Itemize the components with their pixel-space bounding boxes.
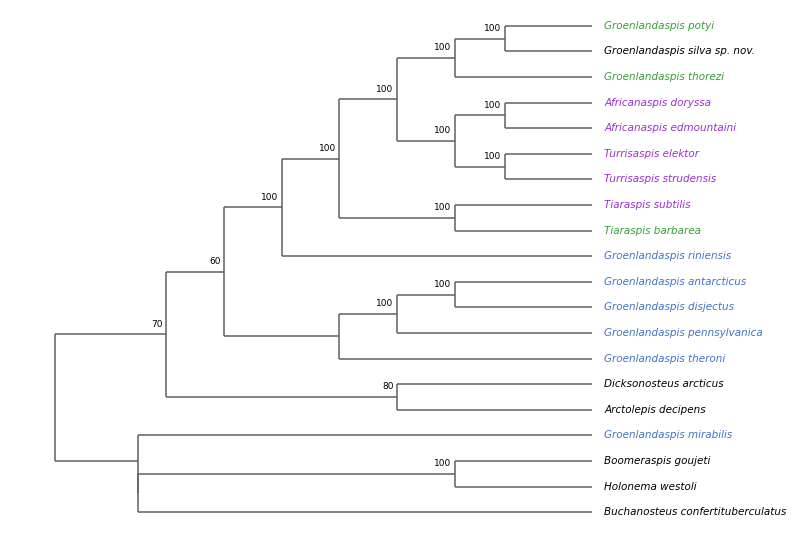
Text: Turrisaspis strudensis: Turrisaspis strudensis xyxy=(604,174,717,185)
Text: 100: 100 xyxy=(484,152,502,161)
Text: Boomeraspis goujeti: Boomeraspis goujeti xyxy=(604,456,711,466)
Text: Groenlandaspis mirabilis: Groenlandaspis mirabilis xyxy=(604,430,733,441)
Text: 60: 60 xyxy=(209,257,221,266)
Text: Groenlandaspis disjectus: Groenlandaspis disjectus xyxy=(604,302,734,313)
Text: Tiaraspis subtilis: Tiaraspis subtilis xyxy=(604,200,691,210)
Text: 100: 100 xyxy=(318,144,336,153)
Text: Turrisaspis elektor: Turrisaspis elektor xyxy=(604,149,700,159)
Text: Arctolepis decipens: Arctolepis decipens xyxy=(604,405,706,415)
Text: Groenlandaspis theroni: Groenlandaspis theroni xyxy=(604,353,726,364)
Text: 100: 100 xyxy=(484,24,502,33)
Text: Africanaspis edmountaini: Africanaspis edmountaini xyxy=(604,123,737,133)
Text: Dicksonosteus arcticus: Dicksonosteus arcticus xyxy=(604,379,724,389)
Text: 100: 100 xyxy=(434,126,451,136)
Text: 100: 100 xyxy=(376,85,393,94)
Text: 100: 100 xyxy=(376,299,393,308)
Text: Groenlandaspis thorezi: Groenlandaspis thorezi xyxy=(604,72,725,82)
Text: Groenlandaspis pennsylvanica: Groenlandaspis pennsylvanica xyxy=(604,328,763,338)
Text: Groenlandaspis riniensis: Groenlandaspis riniensis xyxy=(604,251,732,261)
Text: 100: 100 xyxy=(484,101,502,110)
Text: 100: 100 xyxy=(434,43,451,52)
Text: 100: 100 xyxy=(434,280,451,289)
Text: Africanaspis doryssa: Africanaspis doryssa xyxy=(604,97,711,108)
Text: 70: 70 xyxy=(152,320,163,329)
Text: 100: 100 xyxy=(261,193,278,202)
Text: 100: 100 xyxy=(434,203,451,212)
Text: Groenlandaspis silva sp. nov.: Groenlandaspis silva sp. nov. xyxy=(604,46,755,56)
Text: Tiaraspis barbarea: Tiaraspis barbarea xyxy=(604,225,701,236)
Text: Buchanosteus confertituberculatus: Buchanosteus confertituberculatus xyxy=(604,507,787,517)
Text: 80: 80 xyxy=(382,383,393,391)
Text: 100: 100 xyxy=(434,459,451,468)
Text: Groenlandaspis antarcticus: Groenlandaspis antarcticus xyxy=(604,277,746,287)
Text: Holonema westoli: Holonema westoli xyxy=(604,482,697,492)
Text: Groenlandaspis potyi: Groenlandaspis potyi xyxy=(604,21,715,31)
